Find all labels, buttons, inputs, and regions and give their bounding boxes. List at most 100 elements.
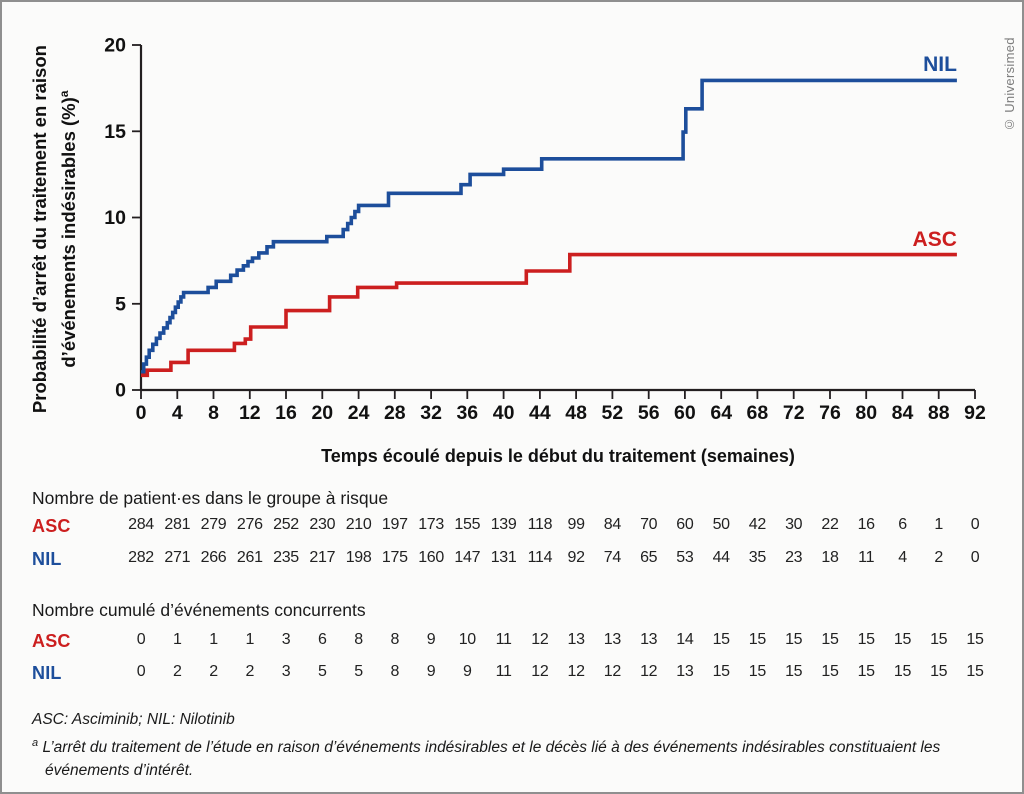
svg-text:15: 15 xyxy=(104,121,126,143)
risk-cell: 284 xyxy=(128,516,154,533)
risk-cell: 0 xyxy=(970,516,980,533)
events-cell: 15 xyxy=(930,663,948,680)
risk-cell: 50 xyxy=(712,516,731,533)
risk-row-label: NIL xyxy=(32,549,62,569)
risk-cell: 155 xyxy=(454,516,481,533)
risk-cell: 114 xyxy=(527,549,553,566)
risk-cell: 230 xyxy=(309,516,336,533)
asc-curve xyxy=(141,252,957,378)
svg-text:44: 44 xyxy=(529,402,551,424)
risk-cell: 217 xyxy=(309,549,336,566)
events-cell: 1 xyxy=(245,631,255,648)
events-cell: 9 xyxy=(462,663,472,680)
risk-cell: 131 xyxy=(490,549,517,566)
events-cell: 11 xyxy=(495,663,512,680)
events-cell: 15 xyxy=(857,631,876,648)
svg-text:40: 40 xyxy=(493,402,515,424)
events-cell: 1 xyxy=(172,631,182,648)
nil-curve xyxy=(141,78,957,374)
events-cell: 9 xyxy=(426,631,436,648)
events-cell: 12 xyxy=(603,663,622,680)
risk-row-nil: NIL 282 271 266 261 235 217 198 175 160 147 131 114 9… xyxy=(2,549,1012,571)
events-cell: 8 xyxy=(390,631,400,648)
risk-cell: 65 xyxy=(640,549,658,566)
events-cell: 11 xyxy=(495,631,512,648)
risk-cell: 282 xyxy=(128,549,154,566)
risk-cell: 210 xyxy=(345,516,372,533)
svg-text:80: 80 xyxy=(855,402,877,424)
x-axis-ticks: 0 4 8 12 16 20 24 28 32 36 40 44 48 52 56 60 64 68 72 76 80 8… xyxy=(136,390,986,424)
risk-cell: 281 xyxy=(164,516,191,533)
events-cell: 15 xyxy=(893,631,912,648)
svg-text:4: 4 xyxy=(172,402,183,424)
events-cell: 12 xyxy=(567,663,585,680)
risk-cell: 23 xyxy=(785,549,803,566)
risk-cell: 22 xyxy=(821,516,839,533)
svg-text:92: 92 xyxy=(964,402,986,424)
events-cell: 0 xyxy=(136,663,146,680)
x-axis-title: Temps écoulé depuis le début du traiteme… xyxy=(321,446,795,466)
risk-cell: 92 xyxy=(567,549,585,566)
events-cell: 15 xyxy=(930,631,948,648)
svg-text:0: 0 xyxy=(115,380,126,402)
risk-cell: 2 xyxy=(934,549,943,566)
events-cell: 13 xyxy=(676,663,694,680)
events-cell: 13 xyxy=(567,631,585,648)
risk-cell: 42 xyxy=(748,516,767,533)
risk-cell: 1 xyxy=(934,516,943,533)
risk-cell: 18 xyxy=(821,549,839,566)
events-row-label: NIL xyxy=(32,663,62,683)
svg-text:0: 0 xyxy=(136,402,147,424)
copyright-credit: © Universimed xyxy=(1002,37,1017,132)
events-cell: 0 xyxy=(136,631,146,648)
svg-text:48: 48 xyxy=(565,402,587,424)
risk-cell: 271 xyxy=(164,549,191,566)
risk-table-title: Nombre de patient·es dans le groupe à ri… xyxy=(32,488,389,508)
events-table-title: Nombre cumulé d’événements concurrents xyxy=(32,600,366,620)
risk-row-asc: ASC 284 281 279 276 252 230 210 197 173 155 139 118 9… xyxy=(2,516,1012,538)
svg-text:72: 72 xyxy=(783,402,805,424)
events-cell: 15 xyxy=(966,631,984,648)
events-cell: 13 xyxy=(603,631,622,648)
events-cell: 6 xyxy=(317,631,327,648)
risk-cell: 70 xyxy=(640,516,658,533)
svg-text:52: 52 xyxy=(602,402,624,424)
svg-text:24: 24 xyxy=(348,402,370,424)
risk-cell: 139 xyxy=(490,516,517,533)
events-cell: 3 xyxy=(281,663,291,680)
risk-cell: 279 xyxy=(200,516,227,533)
footnote-text: L’arrêt du traitement de l’étude en rais… xyxy=(42,739,941,780)
events-cell: 15 xyxy=(748,663,767,680)
events-row-asc: ASC 0 1 1 1 3 6 8 8 9 10 11 12 13 13 13 14 15 15 15 15 15 15 15… xyxy=(2,631,1012,653)
risk-cell: 53 xyxy=(676,549,694,566)
events-cell: 15 xyxy=(785,631,803,648)
svg-text:36: 36 xyxy=(456,402,478,424)
risk-cell: 4 xyxy=(898,549,907,566)
svg-text:20: 20 xyxy=(311,402,333,424)
svg-text:68: 68 xyxy=(747,402,769,424)
risk-cell: 30 xyxy=(785,516,803,533)
risk-cell: 276 xyxy=(236,516,263,533)
events-cell: 13 xyxy=(640,631,658,648)
footnote-marker: a xyxy=(32,737,39,749)
svg-text:28: 28 xyxy=(384,402,406,424)
risk-cell: 11 xyxy=(858,549,875,566)
svg-text:64: 64 xyxy=(710,402,732,424)
abbreviation-footnote: ASC: Asciminib; NIL: Nilotinib xyxy=(32,711,235,728)
risk-cell: 175 xyxy=(381,549,408,566)
risk-cell: 197 xyxy=(381,516,408,533)
risk-cell: 44 xyxy=(712,549,731,566)
svg-text:60: 60 xyxy=(674,402,696,424)
risk-cell: 118 xyxy=(527,516,553,533)
risk-cell: 60 xyxy=(676,516,694,533)
svg-text:5: 5 xyxy=(115,293,126,315)
risk-cell: 252 xyxy=(273,516,299,533)
events-cell: 10 xyxy=(458,631,477,648)
events-row-nil: NIL 0 2 2 2 3 5 5 8 9 9 11 12 12 12 12 13 15 15 15 15 15 15 15 1… xyxy=(2,663,1012,685)
svg-text:88: 88 xyxy=(928,402,950,424)
events-cell: 15 xyxy=(712,631,731,648)
y-axis-ticks: 0 5 10 15 20 xyxy=(104,35,141,402)
risk-cell: 74 xyxy=(603,549,622,566)
nil-curve-label: NIL xyxy=(923,53,957,76)
risk-cell: 35 xyxy=(748,549,767,566)
